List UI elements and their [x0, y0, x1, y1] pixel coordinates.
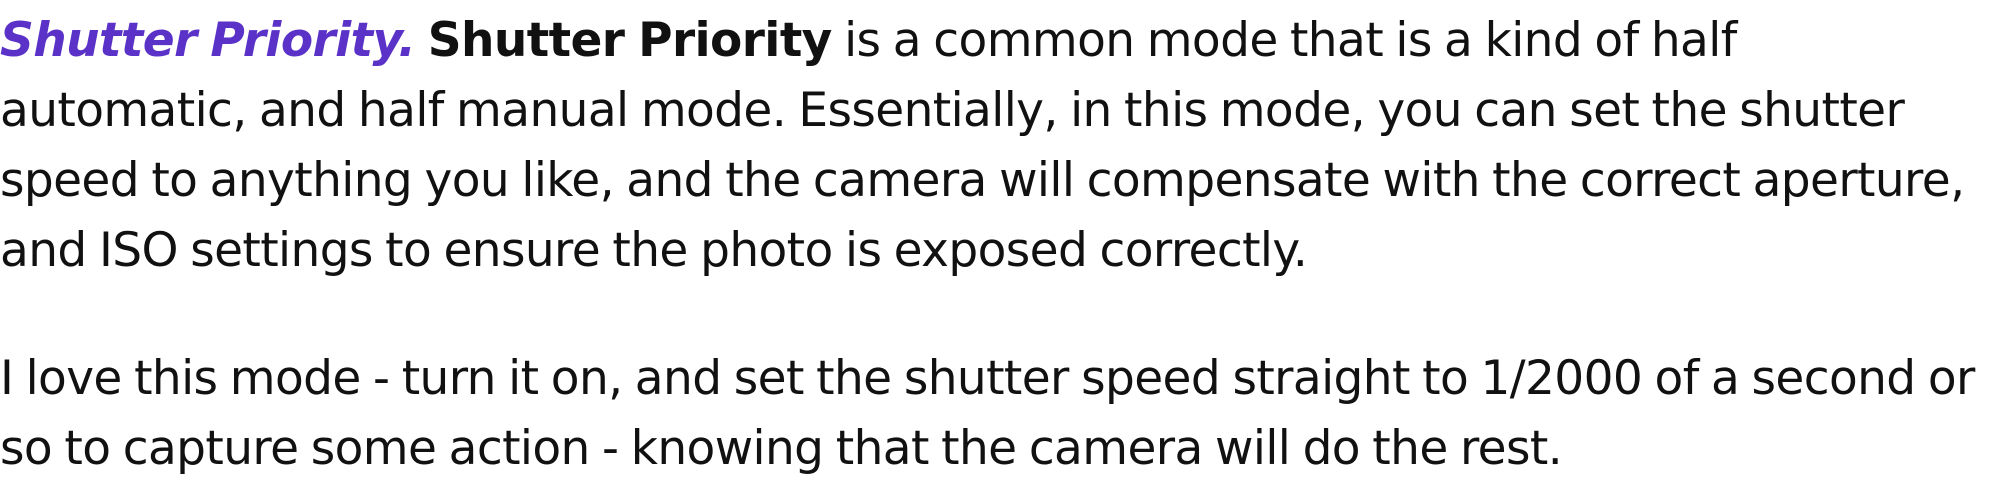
shutter-priority-heading-link[interactable]: Shutter Priority.	[0, 13, 416, 68]
paragraph-personal-note: I love this mode - turn it on, and set t…	[0, 344, 1995, 484]
shutter-priority-term: Shutter Priority	[427, 13, 833, 68]
paragraph-body-text: I love this mode - turn it on, and set t…	[0, 351, 1975, 476]
paragraph-body-text: is a common mode that is a kind of half …	[0, 13, 1965, 278]
paragraph-shutter-priority: Shutter Priority. Shutter Priority is a …	[0, 6, 1995, 286]
article-content: Shutter Priority. Shutter Priority is a …	[0, 6, 1995, 484]
